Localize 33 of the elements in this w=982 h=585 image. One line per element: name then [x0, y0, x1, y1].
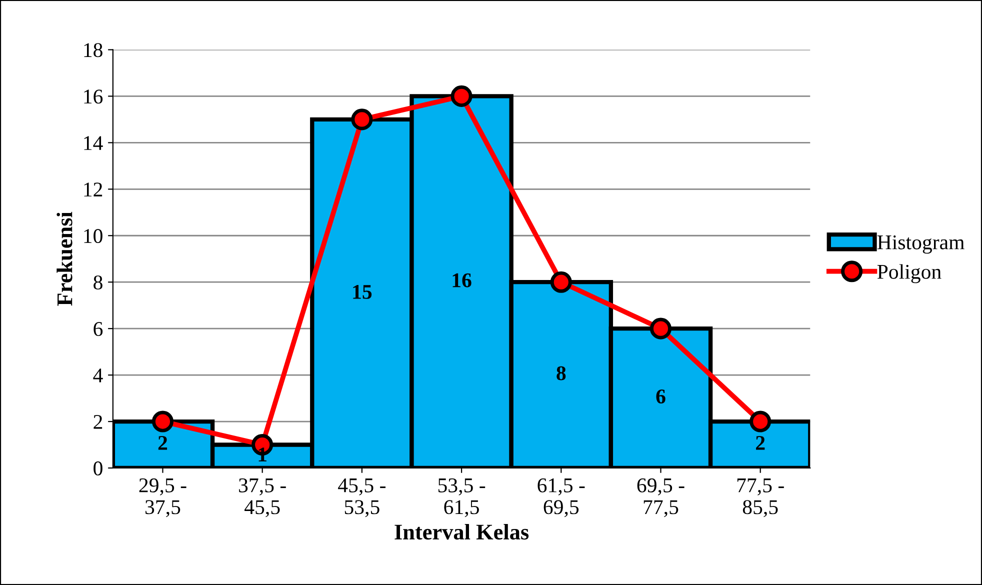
y-tick-label: 4: [93, 368, 103, 382]
data-label: 6: [656, 390, 666, 404]
x-tick-label: 53,5 - 61,5: [438, 478, 486, 518]
y-tick-label: 16: [84, 90, 103, 104]
point: [351, 108, 373, 130]
y-axis-title: Frekuensi: [56, 212, 72, 306]
data-label: 16: [452, 273, 472, 288]
point: [450, 85, 472, 107]
x-tick-label: 29,5 - 37,5: [139, 478, 186, 518]
legend-label: Poligon: [877, 264, 942, 284]
x-tick-label: 69,5 - 77,5: [637, 478, 684, 518]
x-axis-title: Interval Kelas: [394, 524, 529, 540]
y-tick-label: 8: [94, 275, 102, 290]
point: [750, 410, 772, 432]
data-label: 2: [756, 436, 765, 450]
y-tick-label: 2: [94, 414, 102, 429]
x-tick-label: 77,5 - 85,5: [737, 478, 784, 518]
data-label: 15: [353, 284, 372, 299]
x-tick-label: 45,5 - 53,5: [338, 478, 386, 518]
y-tick-label: 10: [84, 229, 102, 244]
legend-label: Histogram: [877, 235, 964, 254]
y-tick-label: 6: [94, 322, 103, 336]
y-tick-label: 18: [84, 43, 102, 58]
point: [650, 318, 672, 340]
data-label: 2: [158, 436, 168, 450]
x-tick-label: 61,5 - 69,5: [538, 478, 585, 518]
y-tick-label: 14: [84, 136, 103, 150]
data-label: 8: [556, 366, 566, 380]
point: [550, 271, 572, 293]
y-tick-label: 12: [84, 182, 102, 196]
y-tick-label: 0: [94, 461, 102, 476]
point: [152, 410, 174, 432]
x-tick-label: 37,5 - 45,5: [239, 478, 286, 518]
